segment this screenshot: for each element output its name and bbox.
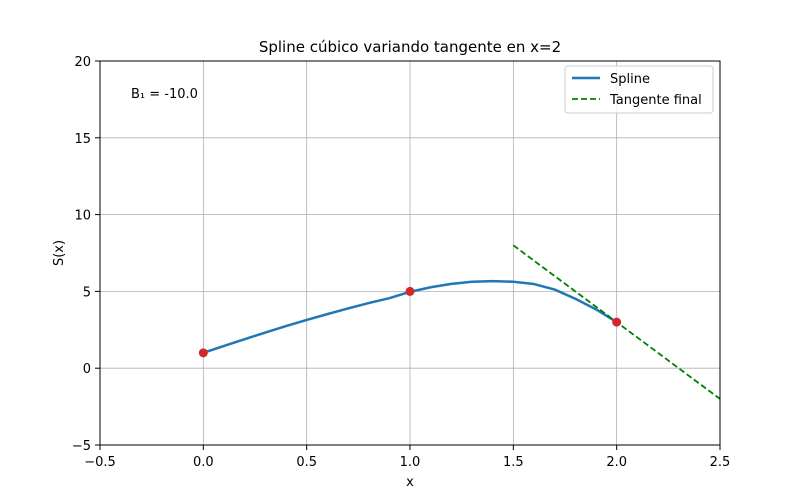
x-tick-label: 1.0 (400, 455, 421, 470)
y-axis-label: S(x) (52, 240, 67, 266)
x-tick-label: 1.5 (503, 455, 524, 470)
x-tick-label: 2.0 (606, 455, 627, 470)
x-tick-label: 2.5 (710, 455, 731, 470)
legend-box (564, 65, 714, 114)
y-tick-label: 20 (74, 55, 91, 70)
y-tick-label: 15 (74, 132, 91, 147)
y-tick-label: −5 (72, 439, 91, 454)
y-tick-label: 10 (74, 209, 91, 224)
x-tick-label: 0.0 (193, 455, 214, 470)
x-tick-label: 0.5 (296, 455, 317, 470)
data-point (612, 317, 622, 327)
coefficient-annotation: B₁ = -10.0 (131, 87, 198, 102)
data-points (198, 286, 622, 358)
data-point (405, 286, 415, 296)
x-tick-label: −0.5 (84, 455, 116, 470)
x-axis-ticks: −0.5 0.0 0.5 1.0 1.5 2.0 2.5 (84, 445, 730, 470)
chart-title: Spline cúbico variando tangente en x=2 (259, 38, 561, 56)
legend-label-spline: Spline (610, 72, 650, 87)
legend-label-tangent: Tangente final (609, 93, 702, 108)
y-axis-ticks: −5 0 5 10 15 20 (72, 55, 100, 454)
y-tick-label: 5 (83, 285, 91, 300)
data-point (198, 348, 208, 358)
y-tick-label: 0 (83, 362, 91, 377)
x-axis-label: x (406, 475, 414, 490)
legend: Spline Tangente final (564, 65, 714, 114)
